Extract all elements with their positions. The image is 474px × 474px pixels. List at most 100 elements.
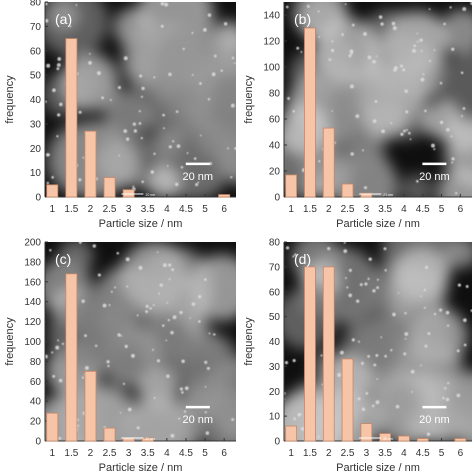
panel-label: (c) <box>55 251 71 267</box>
y-tick-label: 20 <box>269 387 281 398</box>
y-axis-title: frequency <box>243 317 255 366</box>
y-tick-label: 0 <box>35 437 41 448</box>
histogram-bar <box>285 425 297 442</box>
x-tick-label: 3.5 <box>141 204 155 215</box>
y-tick-label: 60 <box>30 46 42 57</box>
x-tick-label: 2.5 <box>341 448 355 459</box>
x-axis-title: Particle size / nm <box>99 218 183 230</box>
histogram-bar <box>360 192 373 198</box>
small-scale-label: 20 nm <box>145 193 155 197</box>
y-tick-label: 0 <box>274 437 280 448</box>
x-tick-label: 6 <box>221 204 227 215</box>
y-tick-label: 20 <box>269 167 281 178</box>
y-tick-label: 80 <box>30 0 42 9</box>
histogram-bar <box>122 189 135 198</box>
x-tick-label: 2.5 <box>341 204 355 215</box>
y-tick-label: 160 <box>24 277 41 288</box>
y-tick-label: 120 <box>263 37 280 48</box>
y-tick-label: 80 <box>269 89 281 100</box>
x-tick-label: 6 <box>458 448 464 459</box>
y-tick-label: 80 <box>269 238 281 249</box>
histogram-bar <box>360 423 373 442</box>
x-tick-label: 6 <box>458 204 464 215</box>
y-axis-title: frequency <box>4 75 16 124</box>
y-tick-label: 10 <box>269 412 281 423</box>
y-tick-label: 60 <box>30 377 42 388</box>
x-tick-label: 4.5 <box>416 448 430 459</box>
x-tick-label: 2 <box>326 448 332 459</box>
x-tick-label: 2 <box>88 204 94 215</box>
panel-label: (a) <box>55 11 72 27</box>
y-tick-label: 30 <box>269 362 281 373</box>
x-tick-label: 1.5 <box>303 204 317 215</box>
small-scale-label: 20 nm <box>383 193 393 197</box>
x-tick-label: 2.5 <box>103 448 117 459</box>
x-tick-label: 5 <box>439 204 445 215</box>
micrograph-image <box>284 2 472 197</box>
histogram-bar <box>341 358 354 442</box>
y-tick-label: 50 <box>269 312 281 323</box>
x-tick-label: 3.5 <box>378 204 392 215</box>
small-scale-label: 20 nm <box>383 437 393 441</box>
x-tick-label: 3 <box>126 204 132 215</box>
panel-c: 0 20 40 60 80 100 120 140 160 180 200 1 1.5 2 2.5 3 3.5 4… <box>4 238 236 474</box>
scale-bar-label: 20 nm <box>183 171 214 183</box>
scale-bar-label: 20 nm <box>183 414 214 426</box>
x-tick-label: 1.5 <box>64 204 78 215</box>
x-tick-label: 3 <box>126 448 132 459</box>
x-tick-label: 1 <box>49 448 55 459</box>
x-tick-label: 3.5 <box>378 448 392 459</box>
x-tick-label: 2 <box>326 204 332 215</box>
x-tick-label: 3 <box>364 448 370 459</box>
histogram-bar <box>285 174 297 198</box>
scale-bar-label: 20 nm <box>419 171 450 183</box>
y-axis-title: frequency <box>4 317 16 366</box>
x-tick-label: 1 <box>288 204 294 215</box>
histogram-bar <box>65 38 78 198</box>
histogram-bar <box>141 437 154 442</box>
histogram-bar <box>46 184 59 198</box>
histogram-bar <box>341 183 354 198</box>
y-tick-label: 60 <box>269 115 281 126</box>
y-tick-label: 40 <box>269 337 281 348</box>
y-tick-label: 100 <box>24 337 41 348</box>
y-tick-label: 60 <box>269 287 281 298</box>
y-tick-label: 200 <box>24 238 41 249</box>
histogram-bar <box>84 370 97 442</box>
panel-b: 0 20 40 60 80 100 120 140 1 1.5 2 2.5 3 3.5 4 4.5 5 6 (b) 2… <box>243 2 472 230</box>
x-tick-label: 3 <box>364 204 370 215</box>
y-tick-label: 10 <box>30 168 42 179</box>
x-tick-label: 1.5 <box>303 448 317 459</box>
x-tick-label: 2 <box>88 448 94 459</box>
histogram-bar <box>103 177 116 198</box>
histogram-bar <box>379 433 391 442</box>
y-tick-label: 20 <box>30 417 42 428</box>
panel-label: (d) <box>294 251 311 267</box>
x-tick-label: 5 <box>439 448 445 459</box>
histogram-bar <box>304 27 316 198</box>
histogram-bar <box>103 427 116 442</box>
x-tick-label: 1 <box>49 204 55 215</box>
y-tick-label: 180 <box>24 257 41 268</box>
y-axis-title: frequency <box>243 75 255 124</box>
scale-bar-label: 20 nm <box>419 414 450 426</box>
micrograph-texture <box>45 242 236 441</box>
histogram-bar <box>454 438 467 442</box>
y-tick-label: 100 <box>263 63 280 74</box>
histogram-bar <box>398 435 410 442</box>
y-tick-label: 40 <box>30 397 42 408</box>
y-tick-label: 120 <box>24 317 41 328</box>
x-tick-label: 4.5 <box>179 204 193 215</box>
panel-a: 0 10 20 30 40 50 60 70 80 1 1.5 2 2.5 3 3.5 4 4.5 5 6 (a) 20… <box>4 0 236 230</box>
histogram-bar <box>322 127 335 198</box>
histogram-bar <box>65 273 78 442</box>
x-tick-label: 4 <box>164 448 170 459</box>
x-tick-label: 1 <box>288 448 294 459</box>
panel-d: 0 10 20 30 40 50 60 70 80 1 1.5 2 2.5 3 3.5 4 4.5 5 6 (d) 20… <box>243 238 472 474</box>
x-axis-title: Particle size / nm <box>336 218 420 230</box>
x-tick-label: 5 <box>202 448 208 459</box>
x-tick-label: 4 <box>401 448 407 459</box>
histogram-bar <box>84 130 97 198</box>
x-tick-label: 5 <box>202 204 208 215</box>
panel-label: (b) <box>294 11 311 27</box>
